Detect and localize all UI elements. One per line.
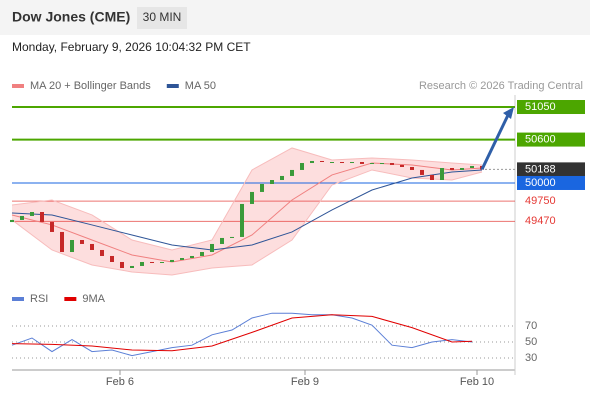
level-box xyxy=(517,175,585,190)
candle xyxy=(10,219,14,223)
ma20-line xyxy=(11,162,483,263)
candle xyxy=(90,243,94,250)
x-tick-label: Feb 9 xyxy=(291,376,319,388)
candle xyxy=(420,169,424,175)
candle xyxy=(390,163,394,165)
title: Dow Jones (CME) xyxy=(12,9,130,25)
candle xyxy=(450,168,454,170)
candle xyxy=(110,255,114,262)
candle xyxy=(220,237,224,244)
legend-label: MA 50 xyxy=(185,80,216,92)
level-label: 51050 xyxy=(525,101,556,113)
level-label: 50600 xyxy=(525,133,556,145)
legend-swatch xyxy=(166,84,179,88)
bollinger-fill xyxy=(12,147,482,275)
candle xyxy=(70,239,74,253)
candle xyxy=(300,163,304,170)
candle xyxy=(410,166,414,170)
candle xyxy=(120,261,124,268)
candle xyxy=(160,261,164,264)
candle xyxy=(190,255,194,259)
candle xyxy=(310,160,314,164)
candle xyxy=(240,203,244,237)
legend-label: RSI xyxy=(30,293,48,305)
candle xyxy=(30,211,34,216)
candle xyxy=(290,169,294,176)
legend-label: MA 20 + Bollinger Bands xyxy=(30,80,151,92)
candle xyxy=(460,168,464,170)
candle xyxy=(350,161,354,164)
candle xyxy=(380,163,384,165)
candle xyxy=(40,211,44,222)
x-tick-label: Feb 6 xyxy=(106,376,134,388)
candle xyxy=(140,261,144,266)
legend-swatch xyxy=(12,297,24,301)
level-box xyxy=(517,100,585,115)
level-label: 50000 xyxy=(525,177,556,189)
legend-swatch xyxy=(64,297,77,301)
header-bar xyxy=(0,0,590,35)
datetime: Monday, February 9, 2026 10:04:32 PM CET xyxy=(12,40,251,54)
interval: 30 MIN xyxy=(143,10,182,24)
candle xyxy=(360,161,364,164)
legend-label: 9MA xyxy=(82,293,105,305)
candle xyxy=(330,161,334,163)
candle xyxy=(210,243,214,253)
candle xyxy=(320,160,324,162)
candle xyxy=(230,236,234,238)
ma50-line xyxy=(11,169,483,251)
candle xyxy=(170,259,174,262)
level-box xyxy=(517,132,585,147)
candle xyxy=(100,249,104,256)
level-label: 50188 xyxy=(525,163,556,175)
candle xyxy=(470,165,474,169)
candle xyxy=(250,191,254,204)
candle xyxy=(200,252,204,256)
candle xyxy=(20,215,24,220)
y-tick-label: 50 xyxy=(525,336,537,348)
candle xyxy=(260,183,264,192)
target-arrowhead xyxy=(503,107,514,120)
candle xyxy=(130,265,134,268)
candle xyxy=(340,161,344,164)
candle xyxy=(50,221,54,232)
bollinger-upper xyxy=(11,147,483,251)
legend-swatch xyxy=(12,84,24,88)
candle xyxy=(180,258,184,260)
level-box xyxy=(517,162,585,177)
candle xyxy=(270,180,274,184)
candle xyxy=(440,168,444,181)
y-tick-label: 30 xyxy=(525,352,537,364)
interval-box xyxy=(137,7,187,29)
x-tick-label: Feb 10 xyxy=(460,376,494,388)
target-arrow xyxy=(480,112,511,171)
credit: Research © 2026 Trading Central xyxy=(419,80,583,92)
candle xyxy=(430,174,434,181)
candle xyxy=(150,261,154,264)
series-line xyxy=(11,312,473,357)
series-line xyxy=(11,314,473,352)
level-label: 49470 xyxy=(525,215,556,227)
candle xyxy=(80,239,84,244)
candle xyxy=(400,164,404,167)
level-label: 49750 xyxy=(525,195,556,207)
candle xyxy=(370,163,374,165)
candle xyxy=(60,231,64,253)
y-tick-label: 70 xyxy=(525,320,537,332)
candle xyxy=(280,175,284,181)
